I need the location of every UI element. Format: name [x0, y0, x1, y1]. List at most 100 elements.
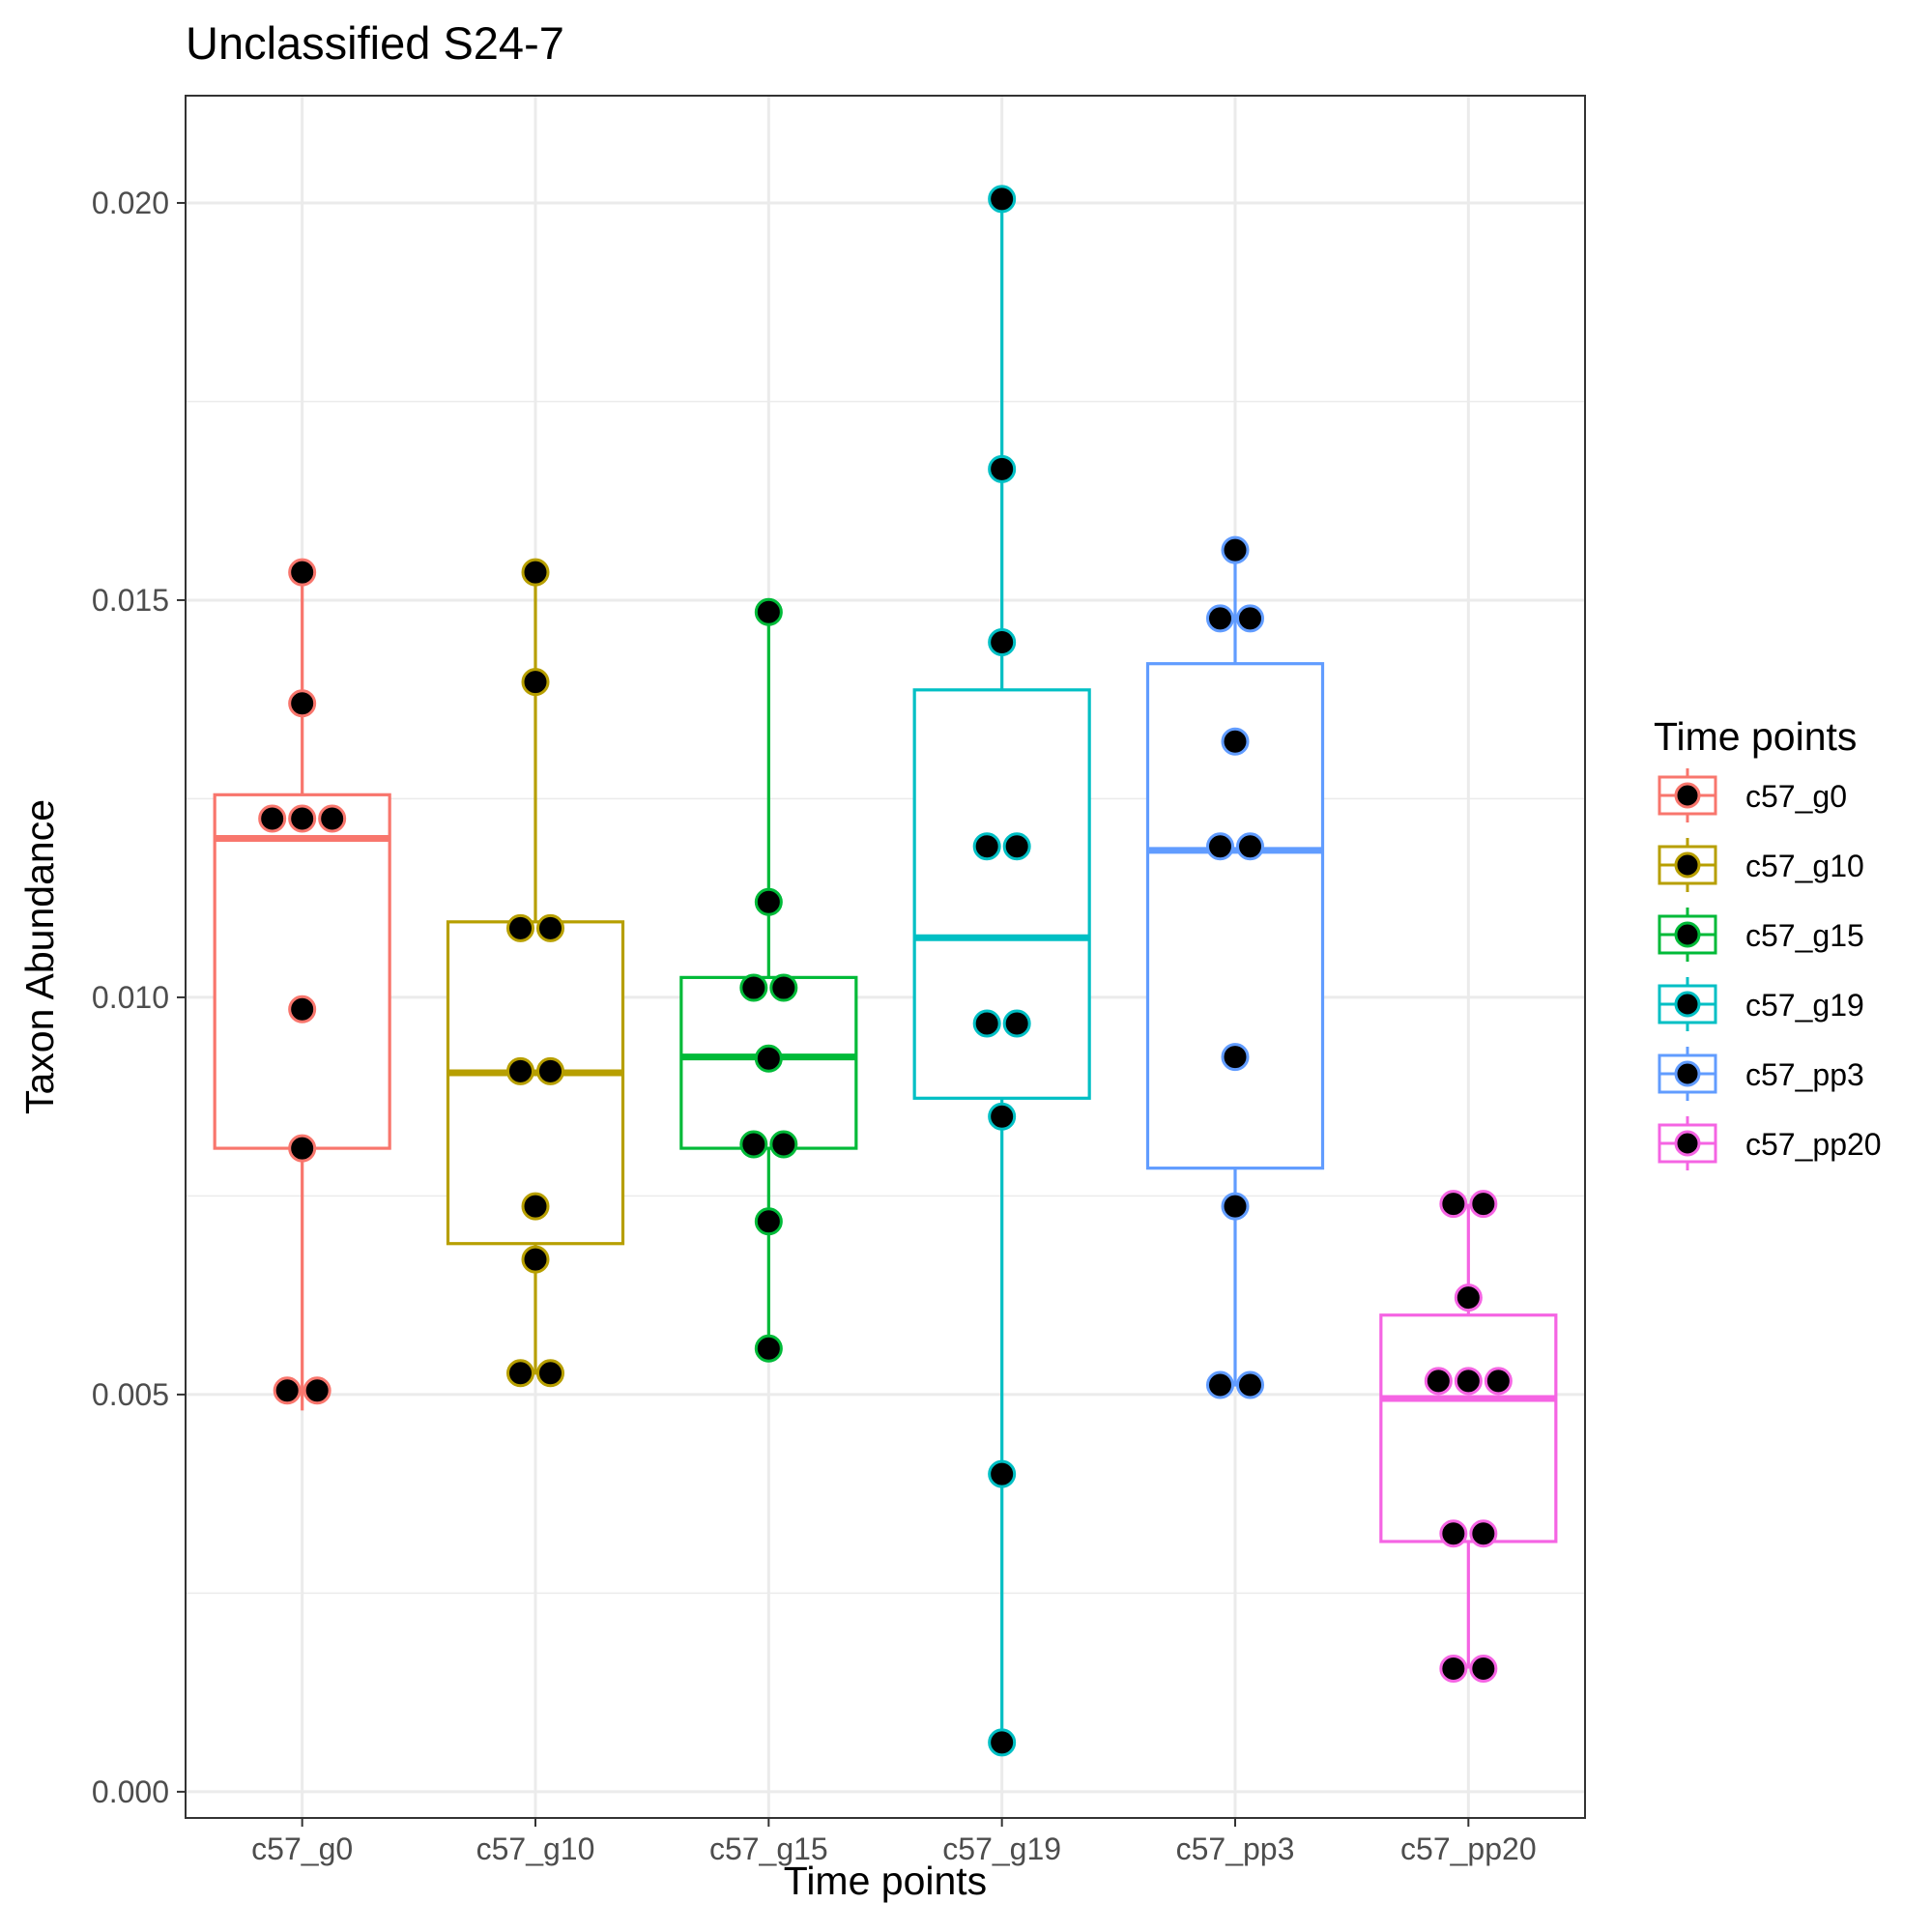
data-point [1236, 604, 1264, 633]
data-point [1221, 535, 1250, 564]
box-c57_g10 [446, 572, 625, 1375]
legend-label: c57_pp3 [1745, 1057, 1864, 1092]
legend-label: c57_g0 [1745, 779, 1847, 814]
legend-item-c57_g15: c57_g15 [1658, 908, 1864, 962]
y-tick-label: 0.000 [92, 1774, 169, 1809]
data-point [739, 1130, 768, 1159]
legend-key-dot [1674, 1130, 1701, 1157]
y-axis-title: Taxon Abundance [17, 799, 62, 1114]
data-point [988, 1459, 1017, 1488]
points-c57_g15 [739, 597, 798, 1363]
data-point [988, 185, 1017, 214]
data-point [521, 1192, 550, 1221]
data-point [288, 804, 317, 833]
data-point [1424, 1367, 1453, 1396]
x-tick-label: c57_g0 [251, 1831, 353, 1866]
data-point [288, 689, 317, 718]
data-point [536, 1359, 564, 1388]
data-point [1439, 1190, 1468, 1219]
box-c57_g0 [213, 572, 391, 1411]
data-point [1484, 1367, 1513, 1396]
box-body [912, 688, 1091, 1100]
data-point [739, 973, 768, 1002]
legend-label: c57_g19 [1745, 988, 1864, 1023]
chart-title: Unclassified S24-7 [186, 17, 564, 69]
legend-item-c57_pp3: c57_pp3 [1658, 1047, 1864, 1101]
y-tick-label: 0.015 [92, 583, 169, 618]
data-point [1469, 1519, 1498, 1548]
data-point [288, 995, 317, 1024]
data-point [1221, 727, 1250, 756]
box-c57_pp20 [1379, 1203, 1558, 1669]
box-body [213, 793, 391, 1150]
data-point [769, 1130, 798, 1159]
data-point [1236, 832, 1264, 861]
legend-item-c57_pp20: c57_pp20 [1658, 1116, 1882, 1170]
data-point [1469, 1190, 1498, 1219]
data-point [521, 558, 550, 587]
data-point [988, 628, 1017, 657]
legend-label: c57_g10 [1745, 849, 1864, 883]
data-point [769, 973, 798, 1002]
data-point [1206, 832, 1234, 861]
legend-key-dot [1674, 991, 1701, 1018]
data-point [506, 1359, 534, 1388]
data-point [258, 804, 287, 833]
legend-key-dot [1674, 782, 1701, 809]
legend-keys: c57_g0 c57_g10 c57_g15 c57_g19 c57_pp3 c57_pp… [1658, 768, 1882, 1170]
plot-panel-border [185, 95, 1586, 1819]
data-point [972, 832, 1001, 861]
data-point [273, 1376, 302, 1405]
data-point [318, 804, 347, 833]
data-point [754, 1334, 783, 1363]
legend-key-dot [1674, 921, 1701, 948]
x-tick-label: c57_pp3 [1176, 1831, 1295, 1866]
data-point [754, 1207, 783, 1236]
legend-key-dot [1674, 851, 1701, 879]
x-tick-label: c57_g15 [709, 1831, 828, 1866]
data-point [506, 913, 534, 942]
y-tick-label: 0.005 [92, 1377, 169, 1412]
points-c57_g19 [972, 185, 1031, 1757]
legend-label: c57_pp20 [1745, 1127, 1882, 1162]
data-point [506, 1056, 534, 1085]
data-point [1439, 1654, 1468, 1683]
data-point [288, 1134, 317, 1163]
points-c57_pp20 [1424, 1190, 1513, 1683]
legend: Time points c57_g0 c57_g10 c57_g15 c57_g19c… [1654, 714, 1882, 1170]
points-c57_pp3 [1206, 535, 1264, 1399]
y-tick-label: 0.010 [92, 980, 169, 1015]
data-point [1002, 1009, 1031, 1038]
data-point [1002, 832, 1031, 861]
data-point [536, 1056, 564, 1085]
x-tick-label: c57_g10 [476, 1831, 595, 1866]
data-point [988, 1728, 1017, 1757]
y-tick-label: 0.020 [92, 186, 169, 220]
data-point [988, 454, 1017, 483]
legend-item-c57_g0: c57_g0 [1658, 768, 1847, 822]
data-point [1454, 1283, 1483, 1312]
data-point [303, 1376, 332, 1405]
x-axis: c57_g0 c57_g10 c57_g15 c57_g19 c57_pp3 c57_pp… [251, 1818, 1537, 1866]
legend-key-dot [1674, 1060, 1701, 1087]
legend-title: Time points [1654, 714, 1857, 759]
points-c57_g10 [506, 558, 564, 1388]
data-point [1454, 1367, 1483, 1396]
data-point [521, 1245, 550, 1274]
x-tick-label: c57_g19 [942, 1831, 1061, 1866]
legend-label: c57_g15 [1745, 918, 1864, 953]
box-c57_g19 [912, 198, 1091, 1741]
data-point [288, 558, 317, 587]
data-point [521, 668, 550, 697]
x-tick-label: c57_pp20 [1400, 1831, 1537, 1866]
data-point [1439, 1519, 1468, 1548]
data-point [1469, 1654, 1498, 1683]
data-point [1221, 1043, 1250, 1072]
y-axis: 0.000 0.005 0.010 0.015 0.020 [92, 186, 186, 1809]
data-point [1206, 604, 1234, 633]
x-axis-title: Time points [784, 1859, 987, 1903]
data-point [1206, 1370, 1234, 1399]
box-body [1379, 1313, 1558, 1543]
box-body [446, 920, 625, 1246]
